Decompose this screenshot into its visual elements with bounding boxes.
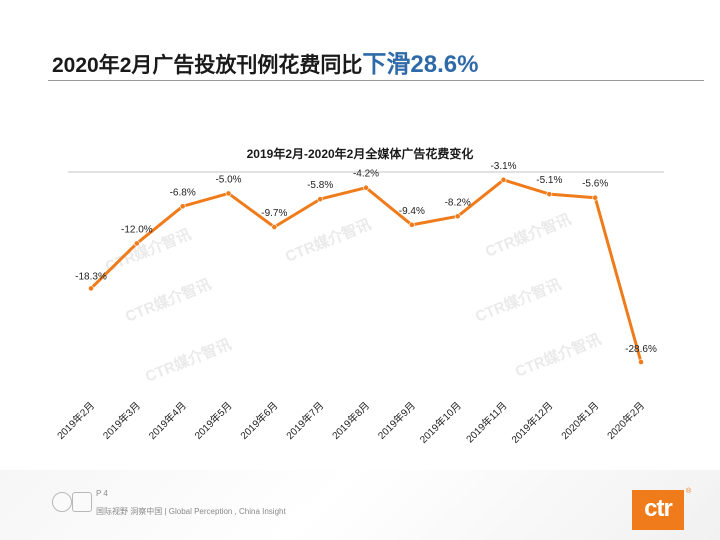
x-tick-label: 2019年2月 (54, 399, 97, 442)
data-point (317, 196, 324, 203)
data-point (271, 224, 278, 230)
x-tick-label: 2019年11月 (463, 399, 509, 445)
data-label: -18.3% (75, 271, 107, 282)
title-divider (48, 80, 704, 81)
data-point (500, 176, 507, 183)
watermark-text: CTR媒介智讯 (143, 335, 234, 386)
certification-badge-icon (52, 492, 72, 512)
data-point (225, 190, 232, 197)
x-tick-label: 2019年6月 (237, 399, 280, 442)
x-tick-label: 2019年3月 (100, 399, 143, 442)
ctr-logo: ctr (632, 490, 684, 530)
data-label: -5.6% (582, 179, 608, 190)
data-point (408, 221, 415, 228)
slide-title-highlight: 下滑28.6% (362, 51, 479, 78)
x-tick-label: 2020年2月 (604, 399, 647, 442)
data-label: -6.8% (170, 187, 196, 198)
x-tick-label: 2019年7月 (283, 399, 326, 442)
x-tick-label: 2019年5月 (192, 399, 235, 442)
watermark-text: CTR媒介智讯 (483, 210, 574, 261)
x-tick-labels-layer: 2019年2月 2019年3月 2019年4月 2019年5月 2019年6月 2019年… (54, 399, 647, 446)
data-point (638, 359, 644, 365)
x-tick-label: 2019年8月 (329, 399, 372, 442)
chart-title: 2019年2月-2020年2月全媒体广告花费变化 (247, 146, 474, 161)
data-label: -4.2% (353, 169, 379, 180)
x-tick-label: 2019年9月 (375, 399, 418, 442)
data-label: -8.2% (445, 197, 471, 208)
footer-band (0, 470, 720, 540)
data-label: -12.0% (121, 224, 153, 235)
x-tick-label: 2019年4月 (146, 399, 189, 442)
page-number: P 4 (96, 489, 108, 498)
data-point (546, 191, 553, 198)
quality-seal-icon (72, 492, 92, 512)
data-point (133, 240, 140, 247)
watermark-text: CTR媒介智讯 (473, 275, 564, 326)
data-label: -5.0% (215, 174, 241, 185)
watermark-text: CTR媒介智讯 (283, 215, 374, 266)
data-point (592, 194, 599, 201)
footer-tagline: 国际视野 洞察中国 | Global Perception , China In… (96, 507, 286, 516)
watermark-text: CTR媒介智讯 (123, 275, 214, 326)
slide-title-main: 2020年2月广告投放刊例花费同比 (52, 54, 363, 77)
data-label: -3.1% (490, 161, 516, 172)
slide-title: 2020年2月广告投放刊例花费同比下滑28.6% (52, 44, 478, 79)
data-label: -9.7% (261, 208, 287, 219)
registered-mark: ® (686, 488, 692, 495)
data-label: -5.8% (307, 180, 333, 191)
data-label: -5.1% (536, 175, 562, 186)
data-label: -28.6% (625, 344, 657, 355)
series-line (89, 178, 643, 364)
data-point (454, 213, 461, 220)
x-tick-label: 2019年12月 (509, 399, 556, 446)
series-layer (88, 176, 644, 365)
data-labels-layer: -18.3% -12.0% -6.8% -5.0% -9.7% -5.8% -4.2% -9.… (75, 161, 657, 355)
watermark-text: CTR媒介智讯 (513, 330, 604, 381)
data-label: -9.4% (399, 206, 425, 217)
data-point (179, 203, 186, 210)
x-tick-label: 2020年1月 (558, 399, 601, 442)
x-tick-label: 2019年10月 (417, 399, 464, 446)
data-point (88, 285, 94, 292)
data-point (363, 184, 369, 191)
